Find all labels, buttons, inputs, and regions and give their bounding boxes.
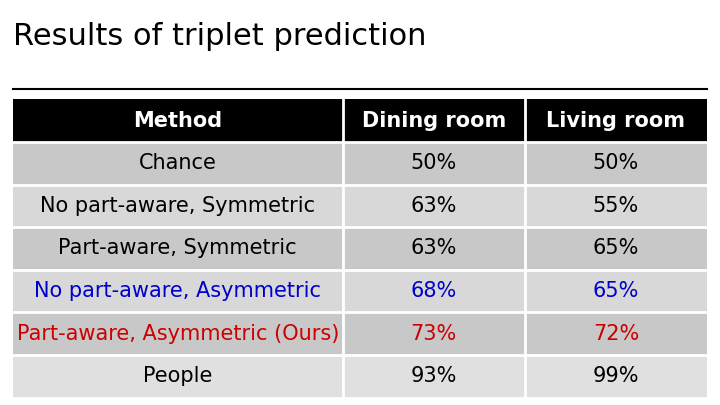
Text: 65%: 65% [593, 281, 639, 301]
Text: 63%: 63% [410, 239, 457, 258]
Text: 65%: 65% [593, 239, 639, 258]
Text: Living room: Living room [546, 111, 685, 130]
Text: No part-aware, Asymmetric: No part-aware, Asymmetric [35, 281, 321, 301]
Text: 99%: 99% [593, 367, 639, 386]
Text: 68%: 68% [410, 281, 457, 301]
Text: 63%: 63% [410, 196, 457, 216]
Text: 93%: 93% [410, 367, 457, 386]
Text: Chance: Chance [139, 153, 217, 173]
Text: Part-aware, Symmetric: Part-aware, Symmetric [58, 239, 297, 258]
Text: 73%: 73% [410, 324, 457, 344]
Text: Part-aware, Asymmetric (Ours): Part-aware, Asymmetric (Ours) [17, 324, 339, 344]
Text: People: People [143, 367, 212, 386]
Text: 50%: 50% [593, 153, 639, 173]
Text: Dining room: Dining room [361, 111, 506, 130]
Text: 50%: 50% [410, 153, 457, 173]
Text: Method: Method [133, 111, 222, 130]
Text: No part-aware, Symmetric: No part-aware, Symmetric [40, 196, 315, 216]
Text: Results of triplet prediction: Results of triplet prediction [13, 22, 426, 51]
Text: 72%: 72% [593, 324, 639, 344]
Text: 55%: 55% [593, 196, 639, 216]
